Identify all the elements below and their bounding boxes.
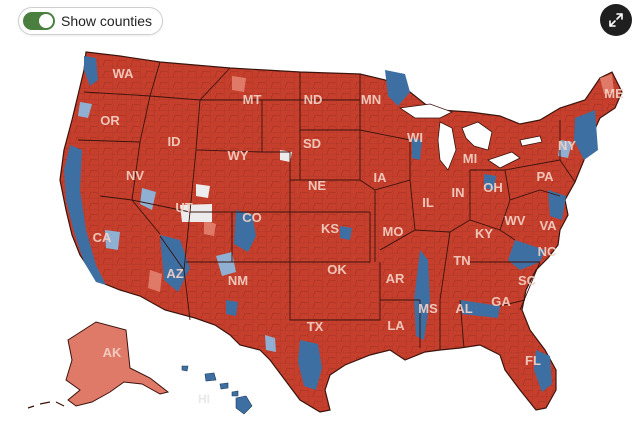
state-label-ak[interactable]: AK xyxy=(103,345,122,360)
state-label-wy[interactable]: WY xyxy=(228,148,249,163)
state-label-sc[interactable]: SC xyxy=(518,273,537,288)
state-label-ky[interactable]: KY xyxy=(475,226,493,241)
toggle-label: Show counties xyxy=(61,13,153,29)
state-label-ia[interactable]: IA xyxy=(374,170,388,185)
great-lakes xyxy=(398,103,543,171)
state-label-fl[interactable]: FL xyxy=(525,353,541,368)
state-label-ok[interactable]: OK xyxy=(327,262,347,277)
state-label-oh[interactable]: OH xyxy=(483,180,503,195)
state-label-in[interactable]: IN xyxy=(452,185,465,200)
toggle-knob xyxy=(39,14,53,28)
state-label-nv[interactable]: NV xyxy=(126,168,144,183)
state-label-or[interactable]: OR xyxy=(100,113,120,128)
toggle-switch[interactable] xyxy=(23,12,55,30)
state-label-nd[interactable]: ND xyxy=(304,92,323,107)
state-label-mi[interactable]: MI xyxy=(463,151,477,166)
show-counties-toggle[interactable]: Show counties xyxy=(18,7,164,35)
state-label-ca[interactable]: CA xyxy=(93,230,112,245)
state-label-id[interactable]: ID xyxy=(168,134,181,149)
state-label-ar[interactable]: AR xyxy=(386,271,405,286)
state-label-wi[interactable]: WI xyxy=(407,130,423,145)
state-label-mt[interactable]: MT xyxy=(243,92,262,107)
state-label-ms[interactable]: MS xyxy=(418,301,438,316)
state-label-ga[interactable]: GA xyxy=(491,294,511,309)
state-label-wa[interactable]: WA xyxy=(113,66,135,81)
state-label-va[interactable]: VA xyxy=(539,218,557,233)
state-label-nm[interactable]: NM xyxy=(228,273,248,288)
hawaii xyxy=(181,365,253,415)
state-label-ut[interactable]: UT xyxy=(175,200,192,215)
state-label-co[interactable]: CO xyxy=(242,210,262,225)
expand-icon xyxy=(609,13,623,27)
state-borders xyxy=(77,61,576,350)
state-label-me[interactable]: ME xyxy=(604,86,624,101)
state-labels: WA OR CA NV ID MT WY UT AZ CO NM ND SD NE KS OK TX MN IA MO… xyxy=(93,66,624,406)
dem-counties xyxy=(64,56,598,392)
state-label-pa[interactable]: PA xyxy=(536,169,554,184)
state-label-wv[interactable]: WV xyxy=(505,213,526,228)
state-label-nc[interactable]: NC xyxy=(538,244,557,259)
state-label-ks[interactable]: KS xyxy=(321,221,339,236)
state-label-al[interactable]: AL xyxy=(455,301,472,316)
no-data-counties xyxy=(180,150,292,222)
expand-button[interactable] xyxy=(600,4,632,36)
state-label-mn[interactable]: MN xyxy=(361,92,381,107)
state-label-az[interactable]: AZ xyxy=(166,266,183,281)
state-label-la[interactable]: LA xyxy=(387,318,405,333)
state-label-ny[interactable]: NY xyxy=(558,138,576,153)
alaska xyxy=(27,321,170,409)
state-label-sd[interactable]: SD xyxy=(303,136,321,151)
state-label-tn[interactable]: TN xyxy=(453,253,470,268)
state-label-hi[interactable]: HI xyxy=(198,392,210,406)
state-label-tx[interactable]: TX xyxy=(307,319,324,334)
state-label-mo[interactable]: MO xyxy=(383,224,404,239)
state-label-il[interactable]: IL xyxy=(422,195,434,210)
light-rep-counties xyxy=(148,74,614,292)
state-label-ne[interactable]: NE xyxy=(308,178,326,193)
